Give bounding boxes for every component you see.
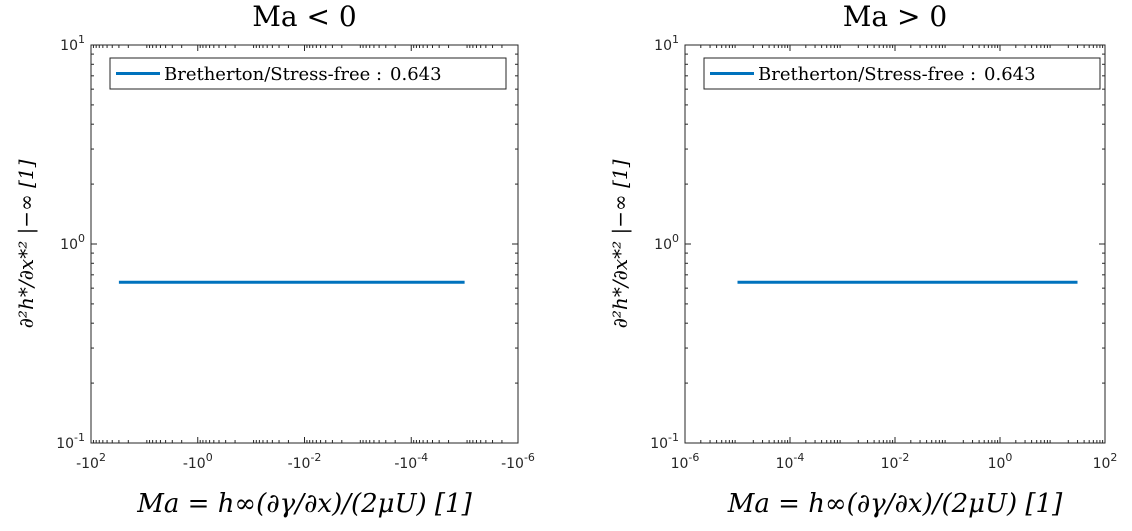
legend-label: Bretherton/Stress-free :0.643 [758, 64, 1036, 85]
y-tick-label: 101 [60, 33, 85, 54]
legend-box [703, 57, 1101, 90]
y-axis-label: ∂²h*/∂x*² |−∞ [1] [608, 159, 633, 328]
y-tick-label: 100 [654, 232, 679, 253]
axes-box [90, 44, 519, 444]
legend: Bretherton/Stress-free :0.643 [109, 57, 507, 90]
x-tick-label: 10-6 [671, 451, 700, 472]
legend-label: Bretherton/Stress-free :0.643 [164, 64, 442, 85]
y-tick-label: 100 [60, 232, 85, 253]
x-tick-label: 10-4 [776, 451, 805, 472]
y-tick-label: 101 [654, 33, 679, 54]
y-axis-label: ∂²h*/∂x*² |−∞ [1] [14, 159, 39, 328]
x-axis-label: Ma = h∞(∂γ/∂x)/(2μU) [1] [136, 489, 472, 519]
chart-panel-2: 101 100 10-110-6 10-4 10-2 100 102 Bretherton/S… [608, 0, 1117, 519]
legend-box [109, 57, 507, 90]
legend: Bretherton/Stress-free :0.643 [703, 57, 1101, 90]
chart-panel-1: 101 100 10-1-102 -100 -10-2 -10-4 -10-6 Brether… [14, 0, 535, 519]
x-tick-label: 100 [988, 451, 1013, 472]
x-tick-label: 10-2 [881, 451, 910, 472]
x-tick-label: -100 [183, 451, 213, 472]
x-tick-label: -10-4 [394, 451, 428, 472]
x-tick-label: -10-2 [288, 451, 322, 472]
axes-box [684, 44, 1106, 444]
x-axis-label: Ma = h∞(∂γ/∂x)/(2μU) [1] [727, 489, 1063, 519]
x-tick-label: -102 [76, 451, 106, 472]
x-tick-label: -10-6 [501, 451, 535, 472]
chart-title: Ma > 0 [843, 0, 947, 33]
chart-title: Ma < 0 [252, 0, 356, 33]
y-tick-label: 10-1 [650, 431, 679, 452]
x-tick-label: 102 [1093, 451, 1118, 472]
y-tick-label: 10-1 [56, 431, 85, 452]
